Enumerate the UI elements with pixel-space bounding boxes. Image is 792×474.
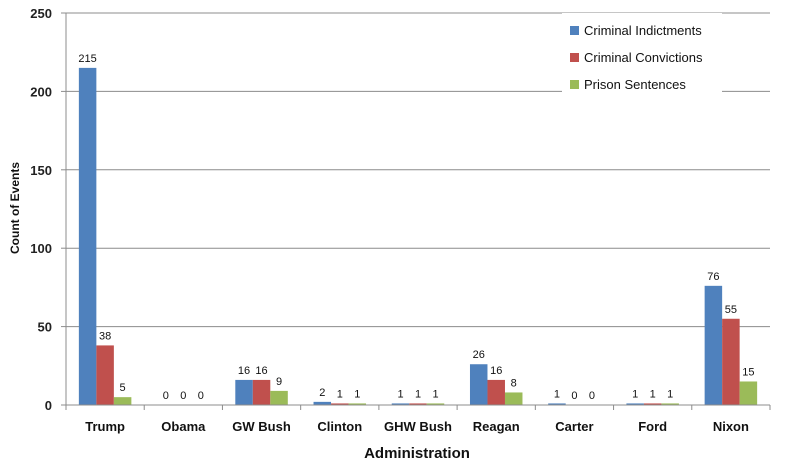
data-label: 0 xyxy=(180,390,186,402)
data-label: 1 xyxy=(667,388,673,400)
y-axis-ticks: 0 50 100 150 200 250 xyxy=(30,6,66,413)
bar xyxy=(504,392,523,405)
data-label: 0 xyxy=(198,390,204,402)
data-label: 1 xyxy=(554,388,560,400)
bar xyxy=(235,379,253,405)
bar xyxy=(313,401,332,405)
y-axis-title: Count of Events xyxy=(8,162,22,254)
x-tick-label: GW Bush xyxy=(232,419,291,434)
data-label: 5 xyxy=(120,382,126,394)
data-label: 16 xyxy=(238,365,250,377)
data-label: 38 xyxy=(99,330,111,342)
bar xyxy=(661,403,679,405)
x-axis-categories: Trump Obama GW Bush Clinton GHW Bush Reagan Ca… xyxy=(85,419,749,434)
data-label: 16 xyxy=(255,365,267,377)
bar xyxy=(469,364,488,405)
bar xyxy=(96,345,114,405)
data-label: 0 xyxy=(163,390,169,402)
legend-swatch xyxy=(570,80,579,89)
data-label: 0 xyxy=(571,390,577,402)
x-tick-label: GHW Bush xyxy=(384,419,452,434)
y-tick-label: 100 xyxy=(30,241,52,256)
x-tick-label: Obama xyxy=(161,419,206,434)
data-label: 1 xyxy=(632,388,638,400)
x-tick-label: Ford xyxy=(638,419,667,434)
bar xyxy=(704,285,723,405)
data-label: 76 xyxy=(707,271,719,283)
bar xyxy=(487,379,505,405)
data-label: 9 xyxy=(276,376,282,388)
bar xyxy=(643,403,662,405)
x-tick-label: Carter xyxy=(555,419,593,434)
data-label: 1 xyxy=(415,388,421,400)
bar xyxy=(391,403,410,405)
data-label: 1 xyxy=(650,388,656,400)
y-tick-label: 250 xyxy=(30,6,52,21)
data-label: 2 xyxy=(319,387,325,399)
bar xyxy=(409,403,427,405)
legend-label: Prison Sentences xyxy=(584,77,686,92)
data-label: 1 xyxy=(337,388,343,400)
bars xyxy=(78,67,758,405)
bar xyxy=(270,390,288,405)
bar xyxy=(626,403,644,405)
x-tick-label: Trump xyxy=(85,419,125,434)
legend-box xyxy=(562,13,722,99)
data-label: 215 xyxy=(78,53,96,65)
legend: Criminal Indictments Criminal Convictions… xyxy=(562,13,722,99)
bar xyxy=(426,403,445,405)
y-tick-label: 150 xyxy=(30,163,52,178)
data-label: 15 xyxy=(742,366,754,378)
data-label: 55 xyxy=(725,304,737,316)
data-label: 26 xyxy=(473,349,485,361)
bar xyxy=(739,381,758,405)
axes xyxy=(65,13,771,410)
x-tick-label: Clinton xyxy=(317,419,362,434)
bar xyxy=(722,318,740,405)
y-tick-label: 200 xyxy=(30,84,52,99)
bar xyxy=(78,67,97,405)
legend-label: Criminal Indictments xyxy=(584,23,702,38)
bar xyxy=(348,403,367,405)
bar xyxy=(331,403,349,405)
legend-swatch xyxy=(570,26,579,35)
data-label: 1 xyxy=(397,388,403,400)
x-tick-label: Nixon xyxy=(713,419,749,434)
bar xyxy=(252,379,271,405)
legend-label: Criminal Convictions xyxy=(584,50,703,65)
data-label: 16 xyxy=(490,365,502,377)
y-tick-label: 50 xyxy=(38,320,52,335)
y-tick-label: 0 xyxy=(45,398,52,413)
legend-swatch xyxy=(570,53,579,62)
data-label: 0 xyxy=(589,390,595,402)
data-label: 8 xyxy=(511,377,517,389)
data-label: 1 xyxy=(354,388,360,400)
x-axis-title: Administration xyxy=(364,445,470,462)
x-tick-label: Reagan xyxy=(473,419,520,434)
bar xyxy=(113,397,132,405)
bar xyxy=(548,403,566,405)
data-label: 1 xyxy=(432,388,438,400)
